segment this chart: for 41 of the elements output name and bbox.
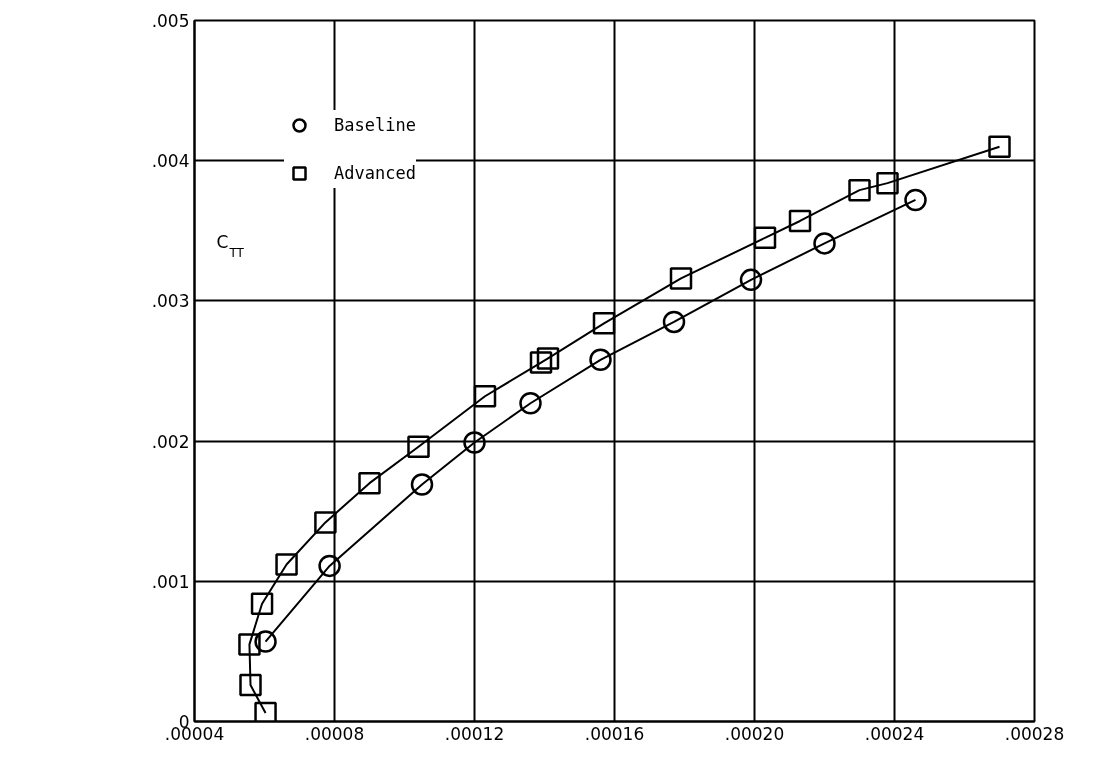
point <box>254 701 277 722</box>
point <box>407 435 430 458</box>
x-tick-label: .00008 <box>304 723 365 744</box>
point <box>250 592 274 615</box>
x-tick-label: .00024 <box>864 723 925 744</box>
point <box>463 431 486 454</box>
point <box>275 553 298 576</box>
point <box>813 232 836 255</box>
y-tick-label: .002 <box>151 431 190 452</box>
y-tick-label: .001 <box>151 571 190 592</box>
y-tick-label: .005 <box>151 11 190 31</box>
point <box>519 392 542 415</box>
point <box>358 471 381 495</box>
point <box>904 188 927 212</box>
x-tick-label: .00028 <box>1004 723 1065 744</box>
point <box>238 633 261 656</box>
point <box>592 312 616 335</box>
point <box>529 351 553 374</box>
point <box>876 171 899 195</box>
point <box>988 135 1011 158</box>
y-tick-label: .004 <box>151 151 190 172</box>
point <box>254 630 277 653</box>
x-tick-label: .00020 <box>724 723 785 744</box>
y-tick-label: .003 <box>151 291 190 312</box>
legend-label: Advanced <box>334 163 416 183</box>
point <box>788 209 812 233</box>
point <box>536 347 560 370</box>
point <box>314 511 337 534</box>
point <box>318 554 341 578</box>
point <box>239 673 262 697</box>
x-tick-label: .00012 <box>444 723 505 744</box>
point <box>669 267 693 290</box>
point <box>848 178 871 202</box>
x-tick-label: .00016 <box>584 723 645 744</box>
point <box>739 268 763 292</box>
point <box>753 226 777 250</box>
legend-label: Baseline <box>334 115 416 135</box>
point <box>410 473 434 496</box>
point <box>589 348 612 372</box>
point <box>473 384 497 408</box>
point <box>662 310 686 334</box>
